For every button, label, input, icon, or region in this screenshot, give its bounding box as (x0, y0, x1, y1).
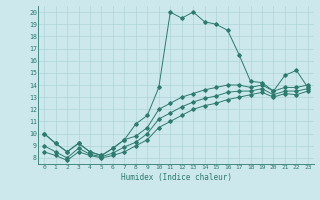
X-axis label: Humidex (Indice chaleur): Humidex (Indice chaleur) (121, 173, 231, 182)
